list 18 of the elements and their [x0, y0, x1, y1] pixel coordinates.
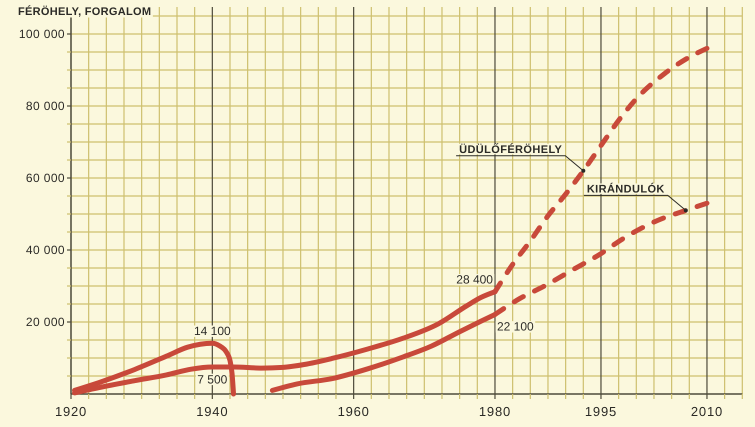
y-tick-label: 40 000: [26, 243, 65, 258]
data-label: 7 500: [197, 372, 228, 386]
y-tick-label: 20 000: [26, 315, 65, 330]
x-tick-label: 1940: [196, 404, 228, 419]
series-label: KIRÁNDULÓK: [586, 182, 665, 196]
x-tick-label: 1920: [54, 404, 88, 419]
x-tick-label: 1995: [584, 404, 618, 419]
y-axis-title: FÉRÖHELY, FORGALOM: [18, 5, 152, 18]
data-label: 22 100: [496, 320, 534, 334]
data-label: 28 400: [456, 272, 494, 287]
x-tick-label: 1980: [478, 404, 512, 419]
x-tick-label: 1960: [338, 404, 370, 419]
x-tick-label: 2010: [690, 404, 724, 419]
y-tick-label: 80 000: [26, 99, 65, 114]
text: ÜDÜLŐFÉRÖHELY: [459, 142, 563, 156]
data-label: 14 100: [194, 324, 232, 338]
y-tick-label: 100 000: [18, 27, 65, 42]
y-tick-label: 60 000: [26, 171, 65, 186]
